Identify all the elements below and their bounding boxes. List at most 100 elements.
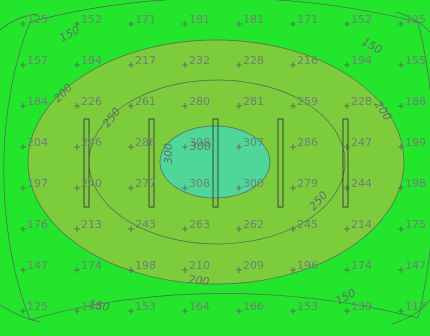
grid-point-marker	[20, 308, 26, 314]
contour-125-line-bl	[0, 304, 41, 323]
illuminance-value: 216	[297, 54, 318, 67]
illuminance-value: 243	[135, 218, 156, 231]
luminaire	[277, 118, 284, 208]
grid-point-marker	[398, 21, 404, 27]
grid-point-marker	[290, 144, 296, 150]
illuminance-value: 281	[243, 95, 264, 108]
grid-point-marker	[290, 103, 296, 109]
illuminance-value: 263	[189, 218, 210, 231]
grid-point-marker	[344, 308, 350, 314]
grid-point-marker	[344, 62, 350, 68]
grid-point-marker	[74, 308, 80, 314]
contour-125-line-br	[391, 299, 430, 325]
illuminance-value: 155	[405, 54, 426, 67]
grid-point-marker	[398, 226, 404, 232]
illuminance-value: 247	[351, 136, 372, 149]
illuminance-value: 194	[81, 54, 102, 67]
illuminance-value: 147	[27, 259, 48, 272]
grid-point-marker	[74, 144, 80, 150]
illuminance-value: 286	[297, 136, 318, 149]
illuminance-value: 188	[405, 95, 426, 108]
grid-point-marker	[74, 185, 80, 191]
grid-point-marker	[236, 267, 242, 273]
illuminance-value: 117	[405, 300, 426, 313]
grid-point-marker	[182, 62, 188, 68]
luminaire	[342, 118, 349, 208]
illuminance-value: 166	[243, 300, 264, 313]
illuminance-value: 214	[351, 218, 372, 231]
grid-point-marker	[182, 21, 188, 27]
contour-150-line-right	[417, 21, 430, 319]
contour-150-line-bottom	[29, 293, 419, 321]
grid-point-marker	[20, 144, 26, 150]
contour-150-line-left	[3, 21, 31, 321]
illuminance-value: 259	[297, 95, 318, 108]
grid-point-marker	[344, 144, 350, 150]
grid-point-marker	[398, 185, 404, 191]
grid-point-marker	[344, 267, 350, 273]
grid-point-marker	[74, 267, 80, 273]
grid-point-marker	[290, 62, 296, 68]
illuminance-value: 213	[81, 218, 102, 231]
illuminance-value: 240	[81, 177, 102, 190]
grid-point-marker	[74, 103, 80, 109]
illuminance-value: 228	[243, 54, 264, 67]
illuminance-value: 139	[351, 300, 372, 313]
grid-point-marker	[182, 185, 188, 191]
grid-point-marker	[398, 103, 404, 109]
illuminance-value: 199	[405, 136, 426, 149]
grid-point-marker	[236, 226, 242, 232]
illuminance-value: 217	[135, 54, 156, 67]
illuminance-value: 175	[405, 218, 426, 231]
grid-point-marker	[20, 62, 26, 68]
illuminance-value: 152	[81, 13, 102, 26]
grid-point-marker	[398, 267, 404, 273]
illuminance-value: 174	[351, 259, 372, 272]
grid-point-marker	[20, 21, 26, 27]
luminaire	[83, 118, 90, 208]
grid-point-marker	[128, 267, 134, 273]
grid-point-marker	[236, 62, 242, 68]
illuminance-value: 125	[405, 13, 426, 26]
luminaire	[148, 118, 155, 208]
grid-point-marker	[290, 21, 296, 27]
illuminance-value: 228	[351, 95, 372, 108]
illuminance-value: 226	[81, 95, 102, 108]
illuminance-value: 147	[405, 259, 426, 272]
grid-point-marker	[74, 21, 80, 27]
grid-point-marker	[74, 226, 80, 232]
contour-label-300: 300	[190, 140, 211, 153]
band-300-region	[159, 125, 271, 199]
grid-point-marker	[128, 144, 134, 150]
grid-point-marker	[128, 62, 134, 68]
illuminance-value: 209	[243, 259, 264, 272]
illuminance-value: 277	[135, 177, 156, 190]
illuminance-value: 125	[27, 13, 48, 26]
illuminance-value: 164	[189, 300, 210, 313]
illuminance-value: 279	[297, 177, 318, 190]
grid-point-marker	[290, 308, 296, 314]
illuminance-value: 194	[351, 54, 372, 67]
illuminance-value: 157	[27, 54, 48, 67]
illuminance-value: 286	[135, 136, 156, 149]
contour-150-line-top	[29, 0, 419, 23]
grid-point-marker	[182, 226, 188, 232]
grid-point-marker	[290, 185, 296, 191]
grid-point-marker	[128, 226, 134, 232]
grid-point-marker	[236, 185, 242, 191]
illuminance-value: 181	[243, 13, 264, 26]
luminaire	[212, 118, 219, 208]
illuminance-value: 246	[81, 136, 102, 149]
illuminance-value: 138	[81, 300, 102, 313]
illuminance-value: 181	[189, 13, 210, 26]
illuminance-value: 245	[297, 218, 318, 231]
illuminance-value: 308	[189, 177, 210, 190]
illuminance-value: 308	[189, 136, 210, 149]
grid-point-marker	[236, 308, 242, 314]
grid-point-marker	[290, 267, 296, 273]
illuminance-value: 262	[243, 218, 264, 231]
grid-point-marker	[182, 267, 188, 273]
grid-point-marker	[398, 308, 404, 314]
grid-point-marker	[20, 226, 26, 232]
